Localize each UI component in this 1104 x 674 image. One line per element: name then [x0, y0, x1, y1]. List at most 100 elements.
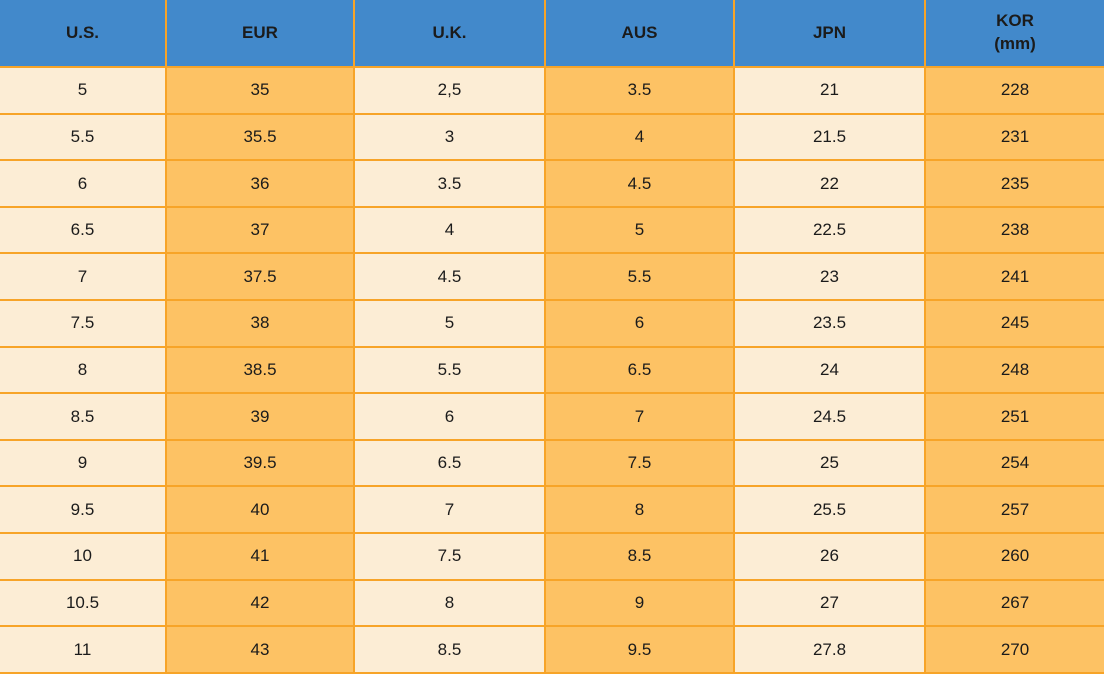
table-cell: 241 — [924, 252, 1104, 302]
table-cell: 8.5 — [353, 625, 546, 674]
table-cell: 9 — [0, 438, 167, 488]
table-cell: 4.5 — [544, 159, 735, 208]
table-row: 5 35 2,5 3.5 21 228 — [0, 66, 1104, 115]
table-cell: 3.5 — [544, 66, 735, 115]
column-header-label: KOR — [996, 11, 1034, 31]
table-body: 5 35 2,5 3.5 21 228 5.5 35.5 3 4 21.5 231 6 36 3.5 4.5 2… — [0, 66, 1104, 674]
table-cell: 22 — [733, 159, 926, 208]
column-header-label: EUR — [242, 22, 278, 42]
table-row: 7 37.5 4.5 5.5 23 241 — [0, 252, 1104, 302]
table-cell: 39.5 — [165, 438, 355, 488]
table-cell: 4 — [544, 112, 735, 162]
table-cell: 5 — [353, 299, 546, 348]
table-cell: 43 — [165, 625, 355, 674]
table-cell: 25 — [733, 438, 926, 488]
table-cell: 5.5 — [0, 112, 167, 162]
table-row: 6.5 37 4 5 22.5 238 — [0, 205, 1104, 255]
table-cell: 23.5 — [733, 299, 926, 348]
column-header-label: U.K. — [432, 22, 467, 42]
table-cell: 24.5 — [733, 392, 926, 441]
table-cell: 42 — [165, 578, 355, 628]
column-header-label: JPN — [812, 22, 847, 42]
table-cell: 21.5 — [733, 112, 926, 162]
table-cell: 254 — [924, 438, 1104, 488]
column-header-label: AUS — [621, 22, 658, 42]
table-cell: 8 — [353, 578, 546, 628]
table-cell: 21 — [733, 66, 926, 115]
table-cell: 23 — [733, 252, 926, 302]
table-cell: 8 — [0, 345, 167, 395]
table-cell: 267 — [924, 578, 1104, 628]
table-cell: 260 — [924, 532, 1104, 581]
column-header-jpn: JPN — [733, 0, 926, 68]
table-cell: 228 — [924, 66, 1104, 115]
table-cell: 27 — [733, 578, 926, 628]
table-cell: 7 — [353, 485, 546, 535]
table-cell: 6 — [544, 299, 735, 348]
table-cell: 3.5 — [353, 159, 546, 208]
table-cell: 235 — [924, 159, 1104, 208]
table-cell: 8 — [544, 485, 735, 535]
table-cell: 6.5 — [0, 205, 167, 255]
table-cell: 270 — [924, 625, 1104, 674]
table-cell: 8.5 — [544, 532, 735, 581]
column-header-eur: EUR — [165, 0, 355, 68]
table-cell: 22.5 — [733, 205, 926, 255]
column-header-us: U.S. — [0, 0, 167, 68]
header-row: U.S. EUR U.K. AUS JPN KOR (mm) — [0, 0, 1104, 68]
table-row: 6 36 3.5 4.5 22 235 — [0, 159, 1104, 208]
table-cell: 5 — [0, 66, 167, 115]
table-row: 11 43 8.5 9.5 27.8 270 — [0, 625, 1104, 674]
table-cell: 40 — [165, 485, 355, 535]
table-cell: 257 — [924, 485, 1104, 535]
table-cell: 7.5 — [0, 299, 167, 348]
table-cell: 6 — [353, 392, 546, 441]
table-cell: 10 — [0, 532, 167, 581]
table-cell: 4 — [353, 205, 546, 255]
table-row: 8.5 39 6 7 24.5 251 — [0, 392, 1104, 441]
table-cell: 25.5 — [733, 485, 926, 535]
table-cell: 231 — [924, 112, 1104, 162]
table-cell: 248 — [924, 345, 1104, 395]
column-header-label: U.S. — [65, 22, 100, 42]
table-cell: 251 — [924, 392, 1104, 441]
table-cell: 238 — [924, 205, 1104, 255]
table-cell: 9.5 — [544, 625, 735, 674]
column-header-uk: U.K. — [353, 0, 546, 68]
table-cell: 38 — [165, 299, 355, 348]
column-header-sublabel: (mm) — [994, 34, 1036, 53]
table-cell: 10.5 — [0, 578, 167, 628]
table-cell: 5 — [544, 205, 735, 255]
table-row: 5.5 35.5 3 4 21.5 231 — [0, 112, 1104, 162]
table-cell: 7 — [544, 392, 735, 441]
column-header-aus: AUS — [544, 0, 735, 68]
table-cell: 7.5 — [353, 532, 546, 581]
table-cell: 7 — [0, 252, 167, 302]
column-header-kor: KOR (mm) — [924, 0, 1104, 68]
table-cell: 2,5 — [353, 66, 546, 115]
table-cell: 39 — [165, 392, 355, 441]
table-cell: 11 — [0, 625, 167, 674]
table-cell: 41 — [165, 532, 355, 581]
table-cell: 3 — [353, 112, 546, 162]
table-cell: 24 — [733, 345, 926, 395]
table-header: U.S. EUR U.K. AUS JPN KOR (mm) — [0, 0, 1104, 68]
table-cell: 27.8 — [733, 625, 926, 674]
table-row: 10.5 42 8 9 27 267 — [0, 578, 1104, 628]
table-row: 10 41 7.5 8.5 26 260 — [0, 532, 1104, 581]
table-cell: 26 — [733, 532, 926, 581]
table-row: 8 38.5 5.5 6.5 24 248 — [0, 345, 1104, 395]
table-cell: 37.5 — [165, 252, 355, 302]
table-cell: 35.5 — [165, 112, 355, 162]
table-cell: 7.5 — [544, 438, 735, 488]
table-cell: 38.5 — [165, 345, 355, 395]
table-cell: 6 — [0, 159, 167, 208]
table-row: 9 39.5 6.5 7.5 25 254 — [0, 438, 1104, 488]
table-cell: 9 — [544, 578, 735, 628]
table-cell: 9.5 — [0, 485, 167, 535]
table-cell: 37 — [165, 205, 355, 255]
table-row: 7.5 38 5 6 23.5 245 — [0, 299, 1104, 348]
table-cell: 35 — [165, 66, 355, 115]
table-cell: 6.5 — [544, 345, 735, 395]
